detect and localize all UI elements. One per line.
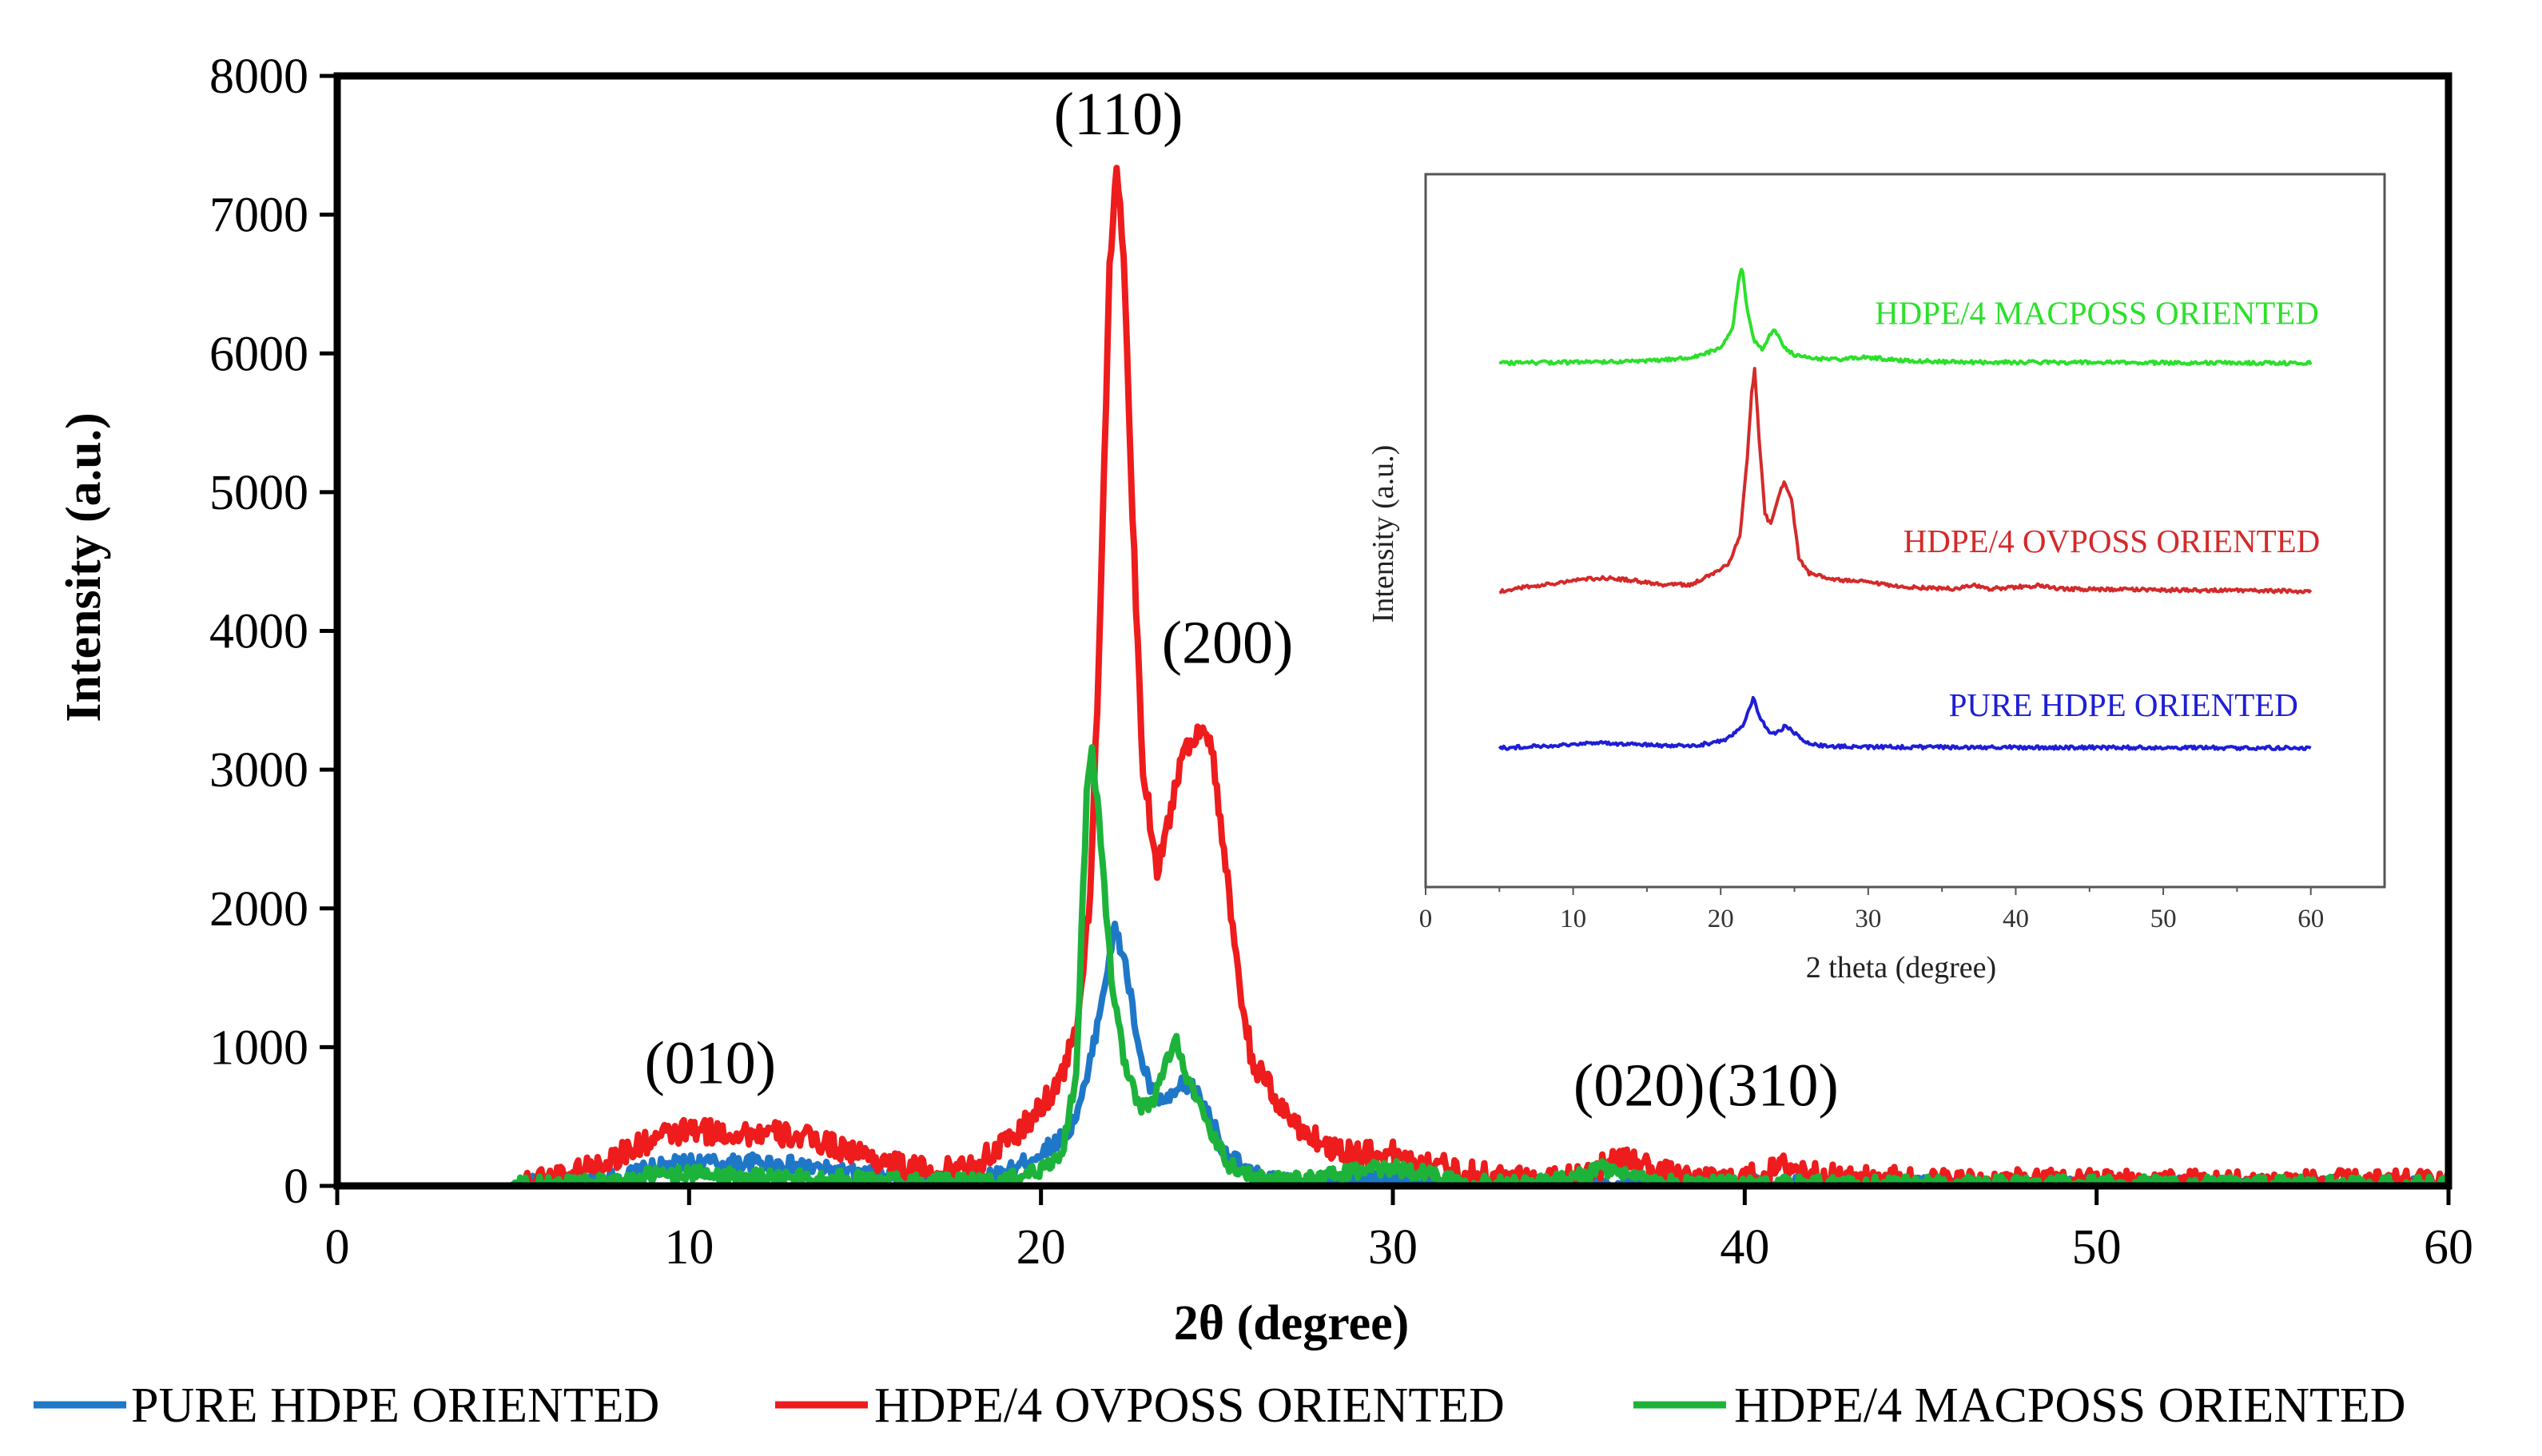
peak-label: (200) [1162,609,1294,676]
y-tick-label: 1000 [209,1020,308,1075]
x-tick-label: 30 [1368,1220,1418,1275]
inset-series-line [1498,268,2313,367]
series-line [510,921,2452,1189]
y-tick-label: 7000 [209,189,308,243]
inset-series [1498,268,2313,751]
inset-series-line [1498,695,2312,751]
peak-label: (010) [644,1030,776,1097]
y-tick-label: 6000 [209,327,308,381]
peak-label: (110) [1054,81,1183,148]
y-tick-label: 3000 [209,743,308,798]
legend-label: PURE HDPE ORIENTED [131,1378,659,1433]
legend-item-macposs: HDPE/4 MACPOSS ORIENTED [1633,1378,2406,1433]
legend-label: HDPE/4 MACPOSS ORIENTED [1734,1378,2406,1433]
peak-label: (020) [1573,1052,1705,1119]
inset-series-label: HDPE/4 MACPOSS ORIENTED [1875,294,2319,331]
inset-series-label: HDPE/4 OVPOSS ORIENTED [1904,523,2321,559]
legend-item-ovposs: HDPE/4 OVPOSS ORIENTED [775,1378,1505,1433]
x-tick-label: 20 [1016,1220,1066,1275]
peak-annotations: (010) (110) (200) (020) (310) [644,81,1838,1119]
inset-series-label: PURE HDPE ORIENTED [1949,686,2298,723]
y-tick-label: 4000 [209,605,308,659]
x-tick-label: 0 [325,1220,350,1275]
legend-item-pure-hdpe: PURE HDPE ORIENTED [34,1378,659,1433]
y-tick-label: 8000 [209,50,308,104]
inset-x-tick-label: 0 [1419,905,1433,933]
inset-series-labels: HDPE/4 MACPOSS ORIENTED HDPE/4 OVPOSS ORI… [1875,294,2320,723]
inset-chart: 0 10 20 30 40 50 60 2 theta (degree) Intensity… [1366,173,2386,985]
x-tick-label: 40 [1720,1220,1769,1275]
inset-x-tick-label: 20 [1708,905,1734,933]
inset-x-tick-label: 40 [2003,905,2029,933]
y-axis-ticks: 0 1000 2000 3000 4000 5000 6000 7000 8000 [209,50,337,1214]
inset-frame [1424,173,2386,889]
y-tick-label: 0 [284,1160,308,1214]
inset-x-tick-label: 10 [1560,905,1586,933]
inset-x-axis-title: 2 theta (degree) [1806,951,1996,985]
x-axis-ticks: 0 10 20 30 40 50 60 [325,1186,2473,1275]
inset-y-axis-title: Intensity (a.u.) [1366,445,1400,623]
peak-label: (310) [1707,1052,1839,1119]
x-axis-title: 2θ (degree) [1174,1296,1410,1351]
main-chart: Intensity (a.u.) 2θ (degree) 01000200030… [57,50,2473,1351]
y-tick-label: 5000 [209,466,308,520]
plot-frame [333,72,2452,1190]
inset-series-line [1498,367,2313,595]
inset-x-tick-label: 30 [1855,905,1881,933]
inset-x-tick-label: 50 [2150,905,2177,933]
x-tick-label: 60 [2424,1220,2473,1275]
legend: PURE HDPE ORIENTED HDPE/4 OVPOSS ORIENTE… [34,1378,2406,1433]
y-axis-title: Intensity (a.u.) [57,412,111,722]
x-tick-label: 10 [664,1220,714,1275]
inset-x-tick-label: 60 [2297,905,2324,933]
inset-x-axis-ticks: 0 10 20 30 40 50 60 [1419,887,2324,933]
x-tick-label: 50 [2072,1220,2122,1275]
legend-label: HDPE/4 OVPOSS ORIENTED [874,1378,1505,1433]
y-tick-label: 2000 [209,882,308,937]
